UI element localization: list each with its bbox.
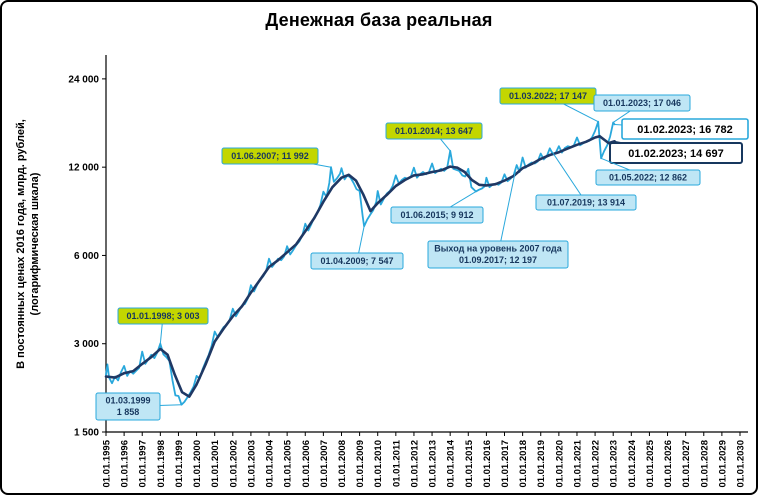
x-tick-label: 01.01.1998 (156, 440, 167, 488)
callout-1998-peak: 01.01.1998; 3 003 (117, 307, 209, 344)
y-tick-label: 6 000 (74, 251, 99, 262)
callout-2019-value-leader-line (549, 148, 587, 203)
callout-1999-trough-box (95, 392, 161, 421)
x-tick-label: 01.01.1995 (102, 439, 113, 487)
x-tick-label: 01.01.2013 (428, 440, 439, 488)
x-tick-label: 01.01.2020 (554, 440, 565, 488)
callout-2023-feb-smoothed-box (609, 142, 743, 164)
x-tick-label: 01.01.2000 (192, 440, 203, 488)
callout-1998-peak-box (117, 307, 209, 325)
y-tick-label: 3 000 (74, 339, 99, 350)
y-tick-label: 24 000 (68, 74, 99, 85)
series-smoothed-line (104, 134, 616, 398)
y-tick-label: 1 500 (74, 428, 99, 439)
x-tick-label: 01.01.2025 (645, 439, 656, 487)
x-tick-label: 01.01.2026 (663, 440, 674, 488)
callout-2023-feb-smoothed-label: 01.02.2023; 14 697 (628, 148, 723, 160)
x-tick-label: 01.01.2016 (482, 440, 493, 488)
x-tick-label: 01.01.2002 (228, 440, 239, 488)
callout-2022-may-trough-box (595, 169, 701, 186)
x-tick-label: 01.01.2003 (246, 440, 257, 488)
callout-2009-trough-label: 01.04.2009; 7 547 (320, 256, 393, 266)
callout-2017-level-2007-label: Выход на уровень 2007 года (434, 244, 563, 254)
callout-2023-jan-value: 01.01.2023; 17 046 (593, 94, 691, 123)
callout-2019-value-label: 01.07.2019; 13 914 (547, 197, 625, 207)
callout-1998-peak-label: 01.01.1998; 3 003 (126, 311, 199, 321)
x-tick-label: 01.01.2005 (283, 439, 294, 487)
callout-2017-level-2007-label: 01.09.2017; 12 197 (459, 255, 537, 265)
callout-2014-peak-label: 01.01.2014; 13 647 (395, 126, 473, 136)
x-tick-label: 01.01.2010 (373, 440, 384, 488)
x-tick-label: 01.01.2011 (391, 439, 402, 487)
y-tick-label: 12 000 (68, 163, 99, 174)
callout-2007-peak: 01.06.2007; 11 992 (221, 147, 332, 168)
x-tick-label: 01.01.2027 (681, 440, 692, 488)
x-tick-label: 01.01.2021 (572, 439, 583, 487)
x-tick-label: 01.01.2029 (717, 440, 728, 488)
callout-2009-trough: 01.04.2009; 7 547 (310, 226, 404, 270)
callout-2023-feb-monthly: 01.02.2023; 16 782 (614, 118, 749, 140)
callout-1999-trough-label: 01.03.1999 (105, 396, 150, 406)
callout-2017-level-2007-leader-line (497, 164, 518, 255)
x-tick-label: 01.01.2022 (591, 440, 602, 488)
x-tick-label: 01.01.1997 (138, 440, 149, 488)
x-tick-label: 01.01.2008 (337, 440, 348, 488)
callout-2007-peak-label: 01.06.2007; 11 992 (231, 151, 309, 161)
x-tick-label: 01.01.2017 (500, 440, 511, 488)
x-tick-label: 01.01.2009 (355, 440, 366, 488)
callout-2017-level-2007-box (427, 240, 569, 269)
x-tick-label: 01.01.2028 (699, 440, 710, 488)
x-tick-label: 01.01.2023 (609, 440, 620, 488)
callout-2014-peak-box (385, 122, 483, 140)
callout-2007-peak-box (221, 147, 319, 165)
callout-2022-peak-label: 01.03.2022; 17 147 (509, 91, 587, 101)
x-tick-label: 01.01.2007 (319, 440, 330, 488)
callout-2022-may-trough: 01.05.2022; 12 862 (595, 157, 701, 186)
callout-2015-trough: 01.06.2015; 9 912 (390, 191, 484, 224)
x-tick-label: 01.01.1999 (174, 440, 185, 488)
x-tick-label: 01.01.2015 (464, 439, 475, 487)
x-tick-label: 01.01.2012 (409, 440, 420, 488)
callout-2023-jan-value-label: 01.01.2023; 17 046 (603, 98, 681, 108)
callout-2023-feb-monthly-label: 01.02.2023; 16 782 (637, 124, 732, 136)
callout-2015-trough-label: 01.06.2015; 9 912 (400, 210, 473, 220)
callout-2019-value-box (535, 194, 637, 211)
callout-2023-feb-smoothed: 01.02.2023; 14 697 (609, 140, 743, 164)
callout-2023-jan-value-box (593, 94, 691, 112)
callout-1999-trough-label: 1 858 (117, 407, 140, 417)
x-tick-label: 01.01.2001 (210, 439, 221, 487)
x-tick-label: 01.01.2014 (446, 439, 457, 487)
callout-2023-feb-monthly-box (621, 118, 749, 140)
callout-2019-value: 01.07.2019; 13 914 (535, 148, 637, 211)
x-tick-label: 01.01.2030 (736, 440, 747, 488)
callout-2015-trough-box (390, 206, 484, 224)
x-tick-label: 01.01.2006 (301, 440, 312, 488)
x-tick-label: 01.01.2004 (265, 439, 276, 487)
x-tick-label: 01.01.2019 (536, 440, 547, 488)
callout-2022-may-trough-label: 01.05.2022; 12 862 (609, 172, 687, 182)
x-tick-label: 01.01.1996 (120, 440, 131, 488)
callout-2022-peak: 01.03.2022; 17 147 (499, 87, 599, 123)
chart-title: Денежная база реальная (265, 10, 493, 30)
x-tick-label: 01.01.2018 (518, 440, 529, 488)
callout-2009-trough-box (310, 252, 404, 270)
callout-2014-peak: 01.01.2014; 13 647 (385, 122, 483, 152)
x-tick-label: 01.01.2024 (627, 439, 638, 487)
